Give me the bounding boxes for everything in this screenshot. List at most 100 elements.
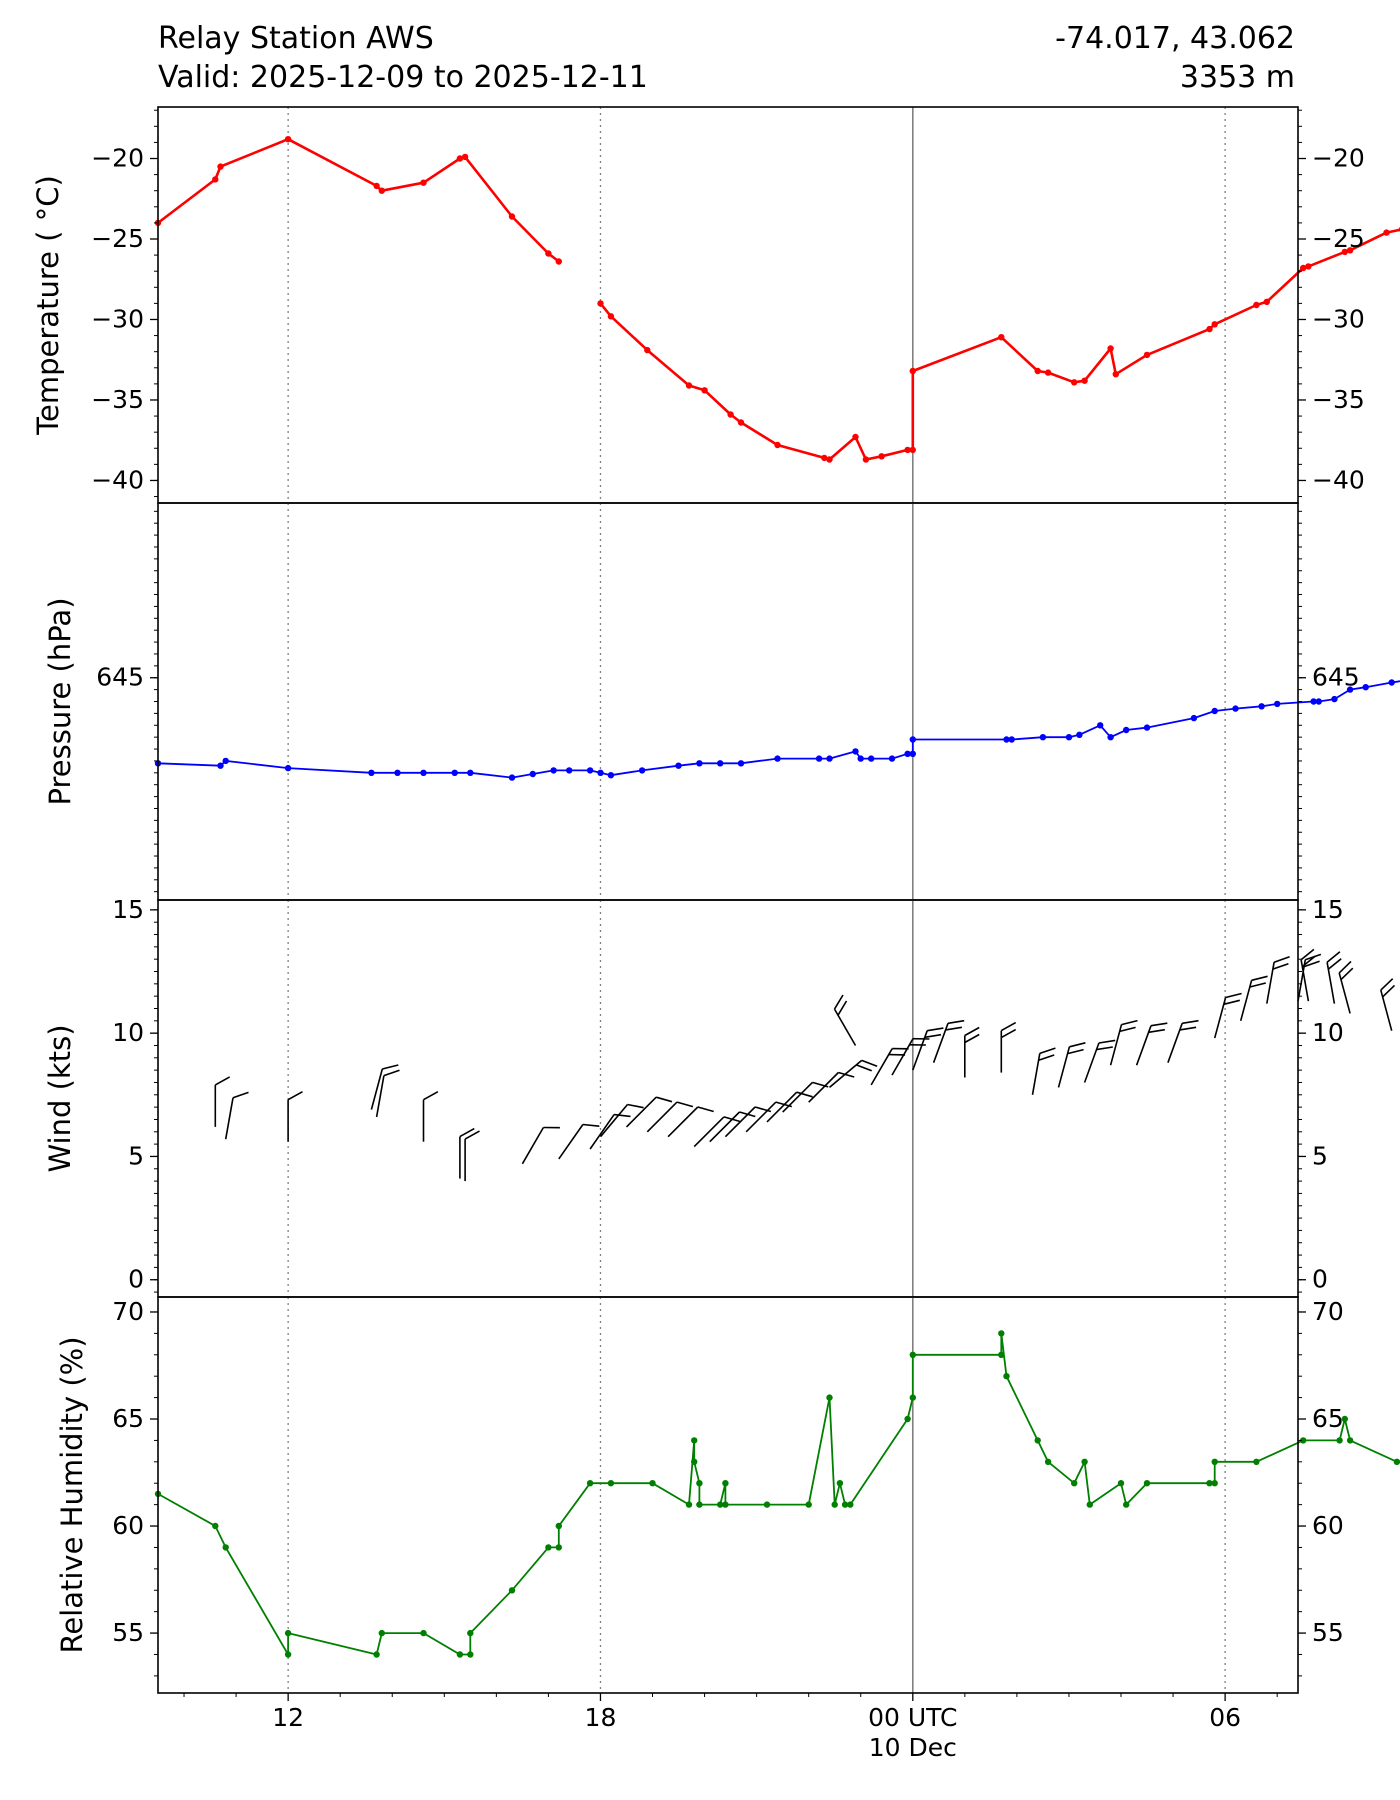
- barb-shaft: [375, 1075, 385, 1118]
- y-axis-label: Relative Humidity (%): [55, 1336, 89, 1653]
- ytick-label-right: 55: [1312, 1618, 1344, 1647]
- data-point: [212, 1522, 219, 1530]
- barb-flag: [1182, 1019, 1199, 1025]
- data-point: [737, 419, 745, 426]
- wind-barb: [891, 1037, 930, 1076]
- data-point: [373, 1651, 380, 1658]
- data-point: [1362, 684, 1369, 691]
- barb-shaft: [1109, 1024, 1123, 1066]
- data-point: [722, 1501, 729, 1508]
- data-point: [909, 446, 916, 454]
- barb-flag: [1303, 960, 1320, 968]
- ytick-label-right: 10: [1312, 1018, 1344, 1047]
- data-point: [904, 750, 911, 757]
- wind-barb: [709, 1111, 756, 1143]
- ytick-label-right: −25: [1312, 224, 1365, 253]
- barb-flag: [1098, 1039, 1116, 1044]
- data-point: [461, 153, 469, 161]
- wind-barb: [912, 1027, 944, 1071]
- barb-flag: [1067, 1048, 1084, 1055]
- data-point: [1232, 705, 1239, 712]
- barb-shaft: [589, 1114, 615, 1150]
- barb-flag: [924, 1033, 942, 1039]
- barb-flag: [1340, 967, 1354, 981]
- barb-shaft: [1239, 980, 1253, 1022]
- data-point: [1123, 1501, 1130, 1508]
- data-point: [1107, 734, 1114, 741]
- data-point: [1076, 731, 1083, 738]
- panel-1: −40 −40 −35 −35 −30 −30 −25 −25 −20 −20 Temperatur…: [31, 106, 1400, 504]
- data-point: [1112, 371, 1120, 378]
- data-point: [1393, 1458, 1400, 1465]
- wind-barb: [214, 1076, 231, 1127]
- barb-flag: [214, 1076, 231, 1086]
- barb-shaft: [808, 1071, 839, 1103]
- xtick-label: 12: [272, 1703, 304, 1732]
- barb-flag: [1338, 960, 1352, 974]
- data-point: [998, 1330, 1005, 1337]
- barb-flag: [1225, 992, 1242, 999]
- wind-barb: [1300, 948, 1316, 1002]
- wind-barb: [1239, 975, 1268, 1022]
- barb-flag: [838, 1071, 855, 1078]
- wind-barb: [808, 1071, 855, 1103]
- ytick-label-left: 10: [112, 1018, 144, 1047]
- wind-barb: [521, 1126, 560, 1165]
- data-point: [821, 454, 828, 462]
- barb-shaft: [709, 1111, 741, 1143]
- data-point: [1346, 686, 1354, 693]
- data-point: [284, 1651, 292, 1658]
- ytick-label-left: 5: [128, 1141, 144, 1170]
- data-point: [456, 155, 464, 162]
- wind-barb: [1266, 956, 1290, 1004]
- data-point: [420, 179, 427, 186]
- data-point: [451, 769, 458, 776]
- data-point: [1081, 1458, 1088, 1466]
- data-point: [862, 456, 870, 463]
- data-point: [456, 1651, 464, 1658]
- data-point: [1211, 1458, 1218, 1466]
- ytick-label-right: −30: [1312, 304, 1365, 333]
- data-point: [998, 334, 1005, 341]
- data-point: [545, 250, 552, 257]
- data-point: [1117, 1480, 1125, 1487]
- barb-flag: [1327, 958, 1342, 970]
- data-point: [909, 750, 916, 757]
- barb-shaft: [224, 1097, 234, 1140]
- ytick-label-right: −40: [1312, 465, 1365, 494]
- data-point: [1253, 301, 1260, 309]
- data-point: [904, 446, 911, 454]
- barb-flag: [1272, 962, 1289, 970]
- data-point: [878, 453, 885, 460]
- barb-flag: [796, 1091, 813, 1098]
- data-point: [909, 1351, 916, 1359]
- barb-flag: [1249, 982, 1266, 988]
- data-point: [1300, 1437, 1307, 1444]
- barb-flag: [423, 1091, 439, 1101]
- data-point: [691, 1458, 698, 1466]
- panel-frame: [157, 1296, 1299, 1694]
- data-point: [284, 136, 292, 143]
- panels: −40 −40 −35 −35 −30 −30 −25 −25 −20 −20 Temperatur…: [31, 106, 1400, 1694]
- panel-2: 645 645 Pressure (hPa): [43, 502, 1400, 901]
- data-point: [222, 1544, 229, 1551]
- wind-barb: [375, 1069, 400, 1118]
- data-point: [222, 757, 229, 765]
- data-point: [841, 1501, 849, 1508]
- wind-barb: [1083, 1039, 1116, 1083]
- barb-flag: [1000, 1021, 1017, 1032]
- wind-barb: [599, 1103, 644, 1138]
- data-point: [826, 456, 833, 463]
- data-point: [1388, 679, 1395, 686]
- data-point: [774, 441, 781, 449]
- wind-barb: [1326, 951, 1342, 1004]
- wind-barb: [1338, 960, 1354, 1014]
- data-point: [909, 1394, 916, 1401]
- data-point: [852, 433, 859, 441]
- barb-flag: [1069, 1042, 1086, 1048]
- barb-shaft: [1338, 972, 1351, 1014]
- barb-flag: [1096, 1046, 1113, 1051]
- data-point: [1274, 700, 1281, 708]
- data-point: [467, 1629, 474, 1637]
- barb-flag: [287, 1091, 303, 1101]
